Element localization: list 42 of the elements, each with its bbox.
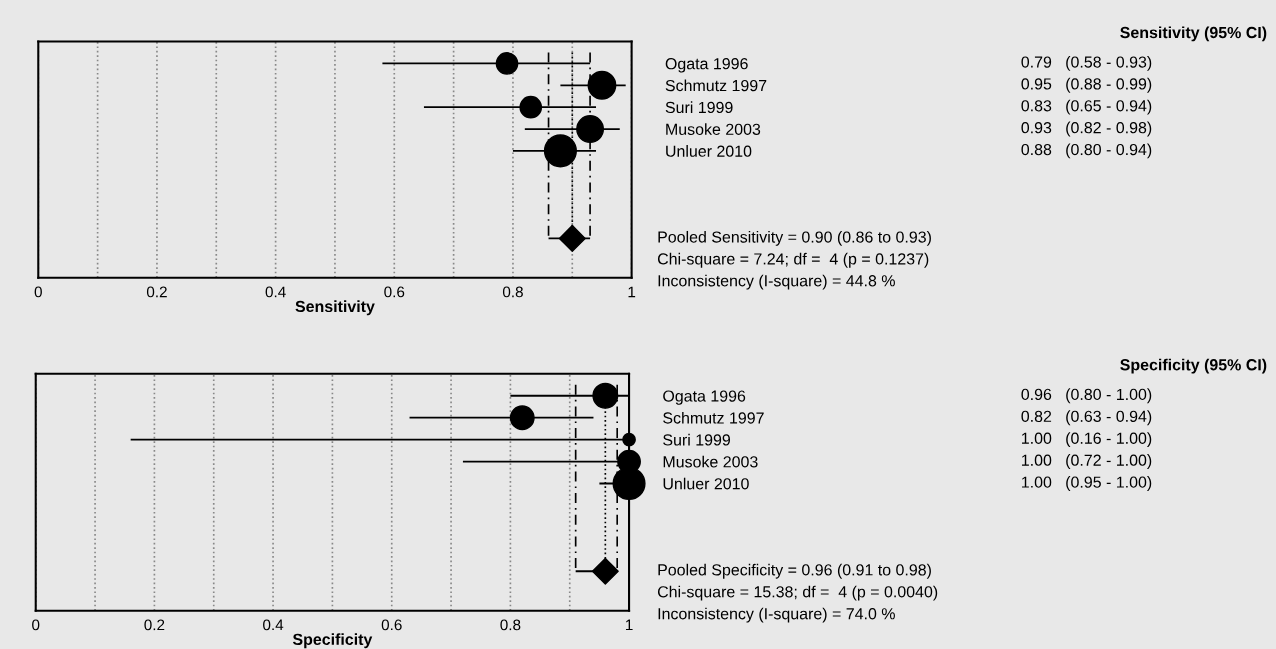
x-axis-title: Sensitivity xyxy=(295,300,375,316)
y-tick-label: Unluer 2010 xyxy=(663,477,749,490)
y-tick-label: Suri 1999 xyxy=(663,433,731,446)
text: Inconsistency (I-square) = 44.8 % xyxy=(658,274,895,290)
x-tick-label: 0.4 xyxy=(265,286,286,298)
x-tick-label: 1 xyxy=(628,286,636,298)
x-tick-label: 0 xyxy=(32,619,40,631)
x-tick-label: 1 xyxy=(625,619,633,631)
text: Pooled Sensitivity = 0.90 (0.86 to 0.93) xyxy=(658,230,931,246)
x-tick-label: 0.4 xyxy=(263,619,284,631)
y-tick-label: Musoke 2003 xyxy=(666,123,761,135)
y-tick-label: Ogata 1996 xyxy=(665,58,748,73)
data-label: 0.95 (0.88 - 0.99) xyxy=(1021,77,1152,93)
data-label: 1.00 (0.16 - 1.00) xyxy=(1022,432,1152,448)
text: Inconsistency (I-square) = 74.0 % xyxy=(658,607,895,623)
y-tick-label: Suri 1999 xyxy=(665,101,733,114)
x-tick-label: 0.6 xyxy=(384,286,405,298)
data-label: 0.82 (0.63 - 0.94) xyxy=(1021,410,1152,426)
y-tick-label: Schmutz 1997 xyxy=(663,411,764,424)
data-label: 0.93 (0.82 - 0.98) xyxy=(1021,121,1152,137)
data-label: 0.96 (0.80 - 1.00) xyxy=(1021,388,1152,404)
y-tick-label: Schmutz 1997 xyxy=(665,79,767,92)
y-tick-label: Ogata 1996 xyxy=(663,390,746,405)
text: Chi-square = 15.38; df = 4 (p = 0.0040) xyxy=(657,585,938,601)
data-label: 0.88 (0.80 - 0.94) xyxy=(1021,143,1152,159)
data-label: 0.83 (0.65 - 0.94) xyxy=(1021,99,1152,115)
text: Specificity (95% CI) xyxy=(1120,358,1267,374)
text: Chi-square = 7.24; df = 4 (p = 0.1237) xyxy=(657,252,929,268)
x-tick-label: 0.6 xyxy=(381,619,402,631)
x-tick-label: 0.2 xyxy=(146,286,167,298)
x-axis-title: Specificity xyxy=(292,633,373,649)
text: Sensitivity (95% CI) xyxy=(1120,26,1267,42)
y-tick-label: Unluer 2010 xyxy=(666,145,752,157)
x-tick-label: 0.2 xyxy=(144,619,165,631)
data-label: 0.79 (0.58 - 0.93) xyxy=(1021,55,1152,71)
x-tick-label: 0 xyxy=(34,286,42,298)
data-label: 1.00 (0.95 - 1.00) xyxy=(1022,476,1152,491)
x-tick-label: 0.8 xyxy=(502,286,523,298)
y-tick-label: Musoke 2003 xyxy=(663,455,758,468)
x-tick-label: 0.8 xyxy=(500,619,521,631)
text: Pooled Specificity = 0.96 (0.91 to 0.98) xyxy=(658,563,931,579)
data-label: 1.00 (0.72 - 1.00) xyxy=(1022,454,1152,469)
